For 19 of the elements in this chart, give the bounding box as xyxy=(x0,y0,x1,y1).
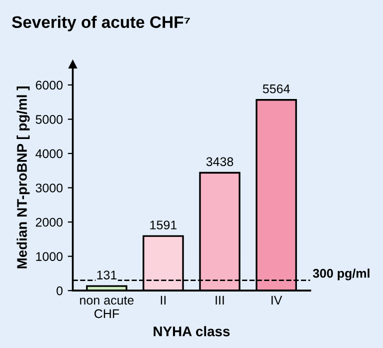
y-tick-label: 3000 xyxy=(36,184,63,192)
data-label: 5564 xyxy=(262,84,290,94)
x-tick-label: III xyxy=(216,296,224,304)
data-label: 3438 xyxy=(206,157,234,166)
y-tick-label: 4000 xyxy=(36,149,63,158)
y-tick-label: 1000 xyxy=(36,252,63,261)
data-label: 1591 xyxy=(150,220,177,230)
x-tick-label: IV xyxy=(272,296,282,304)
data-label: 131 xyxy=(97,270,117,280)
y-axis-title: Median NT-proBNP [ pg/ml ] xyxy=(16,86,30,268)
y-tick-label: 2000 xyxy=(36,218,63,227)
ref-line-label: 300 pg/ml xyxy=(312,268,370,280)
y-tick-label: 6000 xyxy=(36,80,63,90)
x-tick-label: II xyxy=(160,296,166,304)
y-tick-label: 5000 xyxy=(36,115,63,124)
x-tick-label: non acute CHF xyxy=(80,296,134,318)
y-tick-label: 0 xyxy=(56,286,63,296)
x-axis-title: NYHA class xyxy=(154,326,230,336)
chart-title: Severity of acute CHF⁷ xyxy=(12,16,190,32)
